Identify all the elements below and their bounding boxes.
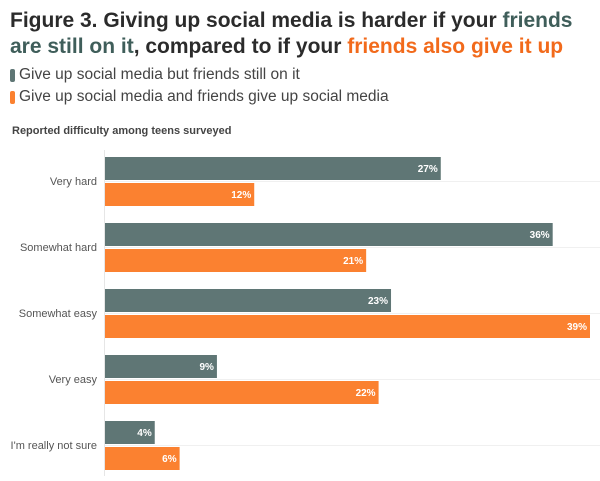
legend: Give up social media but friends still o… [10, 64, 389, 108]
bar-friends-still-on [105, 355, 217, 378]
legend-swatch-orange [10, 90, 15, 104]
data-label: 22% [356, 388, 376, 399]
legend-swatch-gray [10, 68, 15, 82]
bar-friends-give-up [105, 183, 255, 206]
data-label: 27% [418, 164, 438, 175]
category-label: Somewhat easy [19, 308, 98, 320]
legend-item-friends-give-up: Give up social media and friends give up… [10, 86, 389, 108]
bar-friends-still-on [105, 421, 155, 444]
data-label: 36% [530, 230, 550, 241]
bar-friends-still-on [105, 157, 441, 180]
title-highlight-friends-give-up: friends also give it up [347, 35, 564, 58]
category-label: Very hard [50, 176, 97, 188]
bar-friends-give-up [105, 315, 590, 338]
category-label: I'm really not sure [11, 440, 97, 452]
data-label: 12% [231, 190, 251, 201]
data-label: 6% [162, 454, 177, 465]
data-label: 4% [137, 428, 152, 439]
title-part-1: Figure 3. Giving up social media is hard… [10, 9, 503, 32]
title-highlight-friends-still-on: friends are still on it [10, 9, 573, 58]
chart-subtitle: Reported difficulty among teens surveyed [12, 125, 232, 137]
data-label: 23% [368, 296, 388, 307]
legend-item-friends-still-on: Give up social media but friends still o… [10, 64, 389, 86]
category-label: Somewhat hard [20, 242, 97, 254]
bar-friends-give-up [105, 447, 180, 470]
data-label: 21% [343, 256, 363, 267]
data-label: 9% [199, 362, 214, 373]
chart-title: Figure 3. Giving up social media is hard… [10, 8, 595, 60]
title-part-3: , compared to if your [133, 35, 348, 58]
legend-label: Give up social media and friends give up… [19, 88, 389, 105]
bar-friends-give-up [105, 249, 367, 272]
category-label: Very easy [49, 374, 98, 386]
bar-friends-still-on [105, 223, 553, 246]
bar-friends-give-up [105, 381, 379, 404]
bar-friends-still-on [105, 289, 392, 312]
legend-label: Give up social media but friends still o… [19, 66, 300, 83]
data-label: 39% [567, 322, 587, 333]
